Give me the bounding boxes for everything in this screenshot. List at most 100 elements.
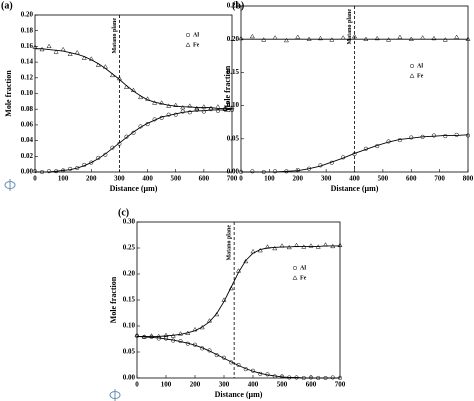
data-point	[420, 35, 426, 40]
data-point	[177, 331, 184, 336]
data-point	[60, 46, 66, 52]
data-point	[173, 102, 179, 107]
y-tick-label: 0.10	[21, 89, 34, 97]
x-tick-label: 100	[58, 175, 69, 183]
data-point	[249, 33, 255, 39]
x-tick-label: 100	[264, 175, 275, 183]
data-point	[351, 33, 358, 39]
data-point	[145, 96, 151, 101]
fit-line	[35, 48, 232, 109]
legend-marker	[185, 32, 191, 38]
x-tick-label: 0	[135, 381, 139, 389]
x-axis-label: Distance (μm)	[215, 390, 263, 399]
data-point	[273, 169, 278, 174]
x-tick-label: 200	[293, 175, 304, 183]
data-point	[340, 35, 346, 40]
x-tick-label: 200	[86, 175, 97, 183]
data-point	[308, 243, 314, 248]
data-point	[124, 134, 129, 139]
y-tick-label: 0.10	[227, 101, 240, 109]
y-tick-label: 0.00	[227, 168, 240, 176]
x-tick-label: 500	[378, 175, 389, 183]
data-point	[32, 169, 38, 174]
x-tick-label: 100	[161, 381, 172, 389]
y-tick-label: 0.15	[227, 68, 240, 76]
y-tick-label: 0.20	[21, 11, 34, 19]
data-point	[187, 110, 192, 115]
data-point	[148, 333, 155, 338]
x-tick-label: 500	[277, 381, 288, 389]
y-tick-label: 0.14	[21, 58, 34, 66]
data-point	[117, 141, 122, 146]
legend-label: Al	[300, 265, 306, 271]
data-point	[243, 258, 249, 264]
data-point	[397, 34, 403, 39]
data-point	[215, 108, 220, 113]
data-point	[250, 169, 255, 174]
panel-label: (a)	[1, 0, 13, 11]
data-point	[81, 55, 87, 60]
data-point	[229, 104, 235, 110]
data-point	[443, 134, 448, 139]
legend-marker	[409, 63, 415, 69]
x-tick-label: 300	[219, 381, 230, 389]
y-tick-label: 0.16	[21, 42, 34, 50]
x-tick-label: 700	[227, 175, 238, 183]
legend-marker	[409, 73, 415, 78]
x-tick-label: 200	[190, 381, 201, 389]
x-tick-label: 300	[321, 175, 332, 183]
matano-label: Matano plane	[347, 9, 353, 45]
x-tick-label: 400	[349, 175, 360, 183]
data-point	[180, 109, 185, 114]
y-tick-label: 0.04	[21, 136, 34, 144]
y-tick-label: 0.00	[123, 374, 136, 382]
data-point	[159, 100, 165, 105]
data-point	[215, 104, 221, 109]
x-tick-label: 600	[406, 175, 417, 183]
data-point	[409, 135, 414, 140]
data-point	[454, 34, 460, 39]
y-tick-label: 0.08	[21, 105, 34, 113]
data-point	[374, 35, 380, 41]
x-tick-label: 500	[170, 175, 181, 183]
data-point	[465, 133, 471, 138]
panel-label: (c)	[118, 207, 129, 218]
data-point	[110, 145, 115, 150]
legend-label: Al	[193, 32, 199, 38]
x-tick-label: 700	[335, 381, 346, 389]
data-point	[187, 103, 193, 108]
legend-label: Fe	[193, 42, 200, 48]
x-tick-label: 600	[306, 381, 317, 389]
x-axis-label: Distance (μm)	[110, 184, 158, 193]
fit-line	[137, 245, 340, 337]
data-point	[89, 160, 94, 165]
y-axis-label: Mole fraction	[223, 65, 232, 112]
x-tick-label: 0	[239, 175, 243, 183]
y-tick-label: 0.06	[21, 121, 34, 129]
data-point	[238, 35, 244, 41]
fit-line	[241, 134, 469, 173]
data-point	[431, 133, 437, 138]
y-tick-label: 0.05	[227, 134, 240, 142]
fit-line	[35, 108, 233, 173]
data-point	[330, 375, 335, 380]
data-point	[201, 109, 206, 114]
data-point	[131, 130, 136, 135]
legend-label: Fe	[417, 73, 424, 79]
y-tick-label: 0.00	[21, 168, 34, 176]
y-tick-label: 0.30	[123, 218, 136, 226]
y-tick-label: 0.25	[227, 2, 240, 10]
x-tick-label: 600	[199, 175, 210, 183]
data-point	[431, 35, 437, 41]
y-tick-label: 0.25	[123, 244, 136, 252]
x-tick-label: 0	[33, 175, 37, 183]
data-point	[454, 132, 459, 137]
matano-label: Matano plane	[112, 18, 118, 54]
data-point	[53, 49, 59, 54]
legend-label: Fe	[300, 275, 307, 281]
data-point	[138, 94, 144, 100]
y-tick-label: 0.20	[123, 270, 136, 278]
legend-marker	[292, 265, 298, 271]
legend-label: Al	[417, 63, 423, 69]
data-point	[308, 375, 314, 380]
